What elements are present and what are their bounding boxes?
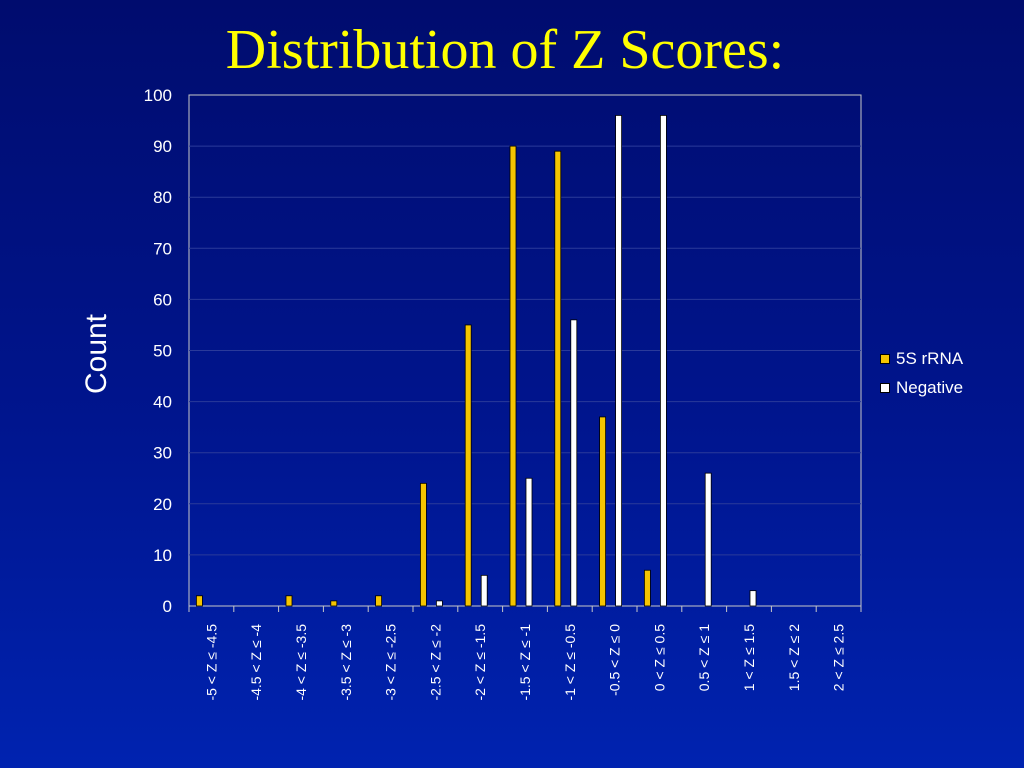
y-tick-label: 40 — [153, 393, 172, 412]
bar-negative — [704, 472, 712, 607]
y-tick-label: 100 — [144, 86, 172, 105]
x-tick-label: 0 < Z ≤ 0.5 — [651, 624, 667, 691]
x-tick-label: -5 < Z ≤ -4.5 — [203, 624, 219, 701]
bar-negative — [480, 574, 488, 607]
x-tick-label: -4.5 < Z ≤ -4 — [248, 624, 264, 701]
bar-5s-rrna — [509, 145, 517, 607]
x-tick-label: -3 < Z ≤ -2.5 — [383, 624, 399, 701]
bar-5s-rrna — [285, 595, 293, 607]
x-tick-label: 2 < Z ≤ 2.5 — [831, 624, 847, 691]
legend-swatch-5s-rrna — [880, 353, 890, 364]
legend-item-5s-rrna: 5S rRNA — [880, 344, 963, 373]
bar-5s-rrna — [644, 569, 651, 607]
gridlines — [189, 145, 861, 556]
y-tick-label: 0 — [163, 597, 172, 616]
x-tick-label: -2 < Z ≤ -1.5 — [472, 624, 488, 701]
bar-negative — [570, 319, 578, 607]
bar-5s-rrna — [195, 595, 203, 607]
y-tick-label: 90 — [153, 137, 172, 156]
y-tick-label: 70 — [153, 239, 172, 258]
y-tick-label: 80 — [153, 188, 172, 207]
slide-title: Distribution of Z Scores: — [225, 19, 785, 81]
bar-negative — [660, 115, 667, 607]
x-tick-label: -3.5 < Z ≤ -3 — [338, 624, 354, 701]
legend-item-negative: Negative — [880, 373, 963, 402]
bar-negative — [435, 600, 443, 607]
legend-swatch-negative — [880, 382, 890, 393]
x-tick-label: -4 < Z ≤ -3.5 — [293, 624, 309, 701]
legend-label-5s-rrna: 5S rRNA — [896, 348, 964, 368]
legend-label-negative: Negative — [896, 377, 964, 397]
y-axis-ticks: 0 10 20 30 40 50 60 70 80 90 100 — [144, 86, 172, 616]
bar-5s-rrna — [464, 324, 472, 607]
x-axis-ticks: -5 < Z ≤ -4.5 -4.5 < Z ≤ -4 -4 < Z ≤ -3.5 -… — [188, 606, 862, 701]
y-tick-label: 50 — [153, 342, 172, 361]
bar-negative — [615, 115, 622, 607]
x-tick-label: 1 < Z ≤ 1.5 — [741, 624, 757, 691]
bar-5s-rrna — [554, 150, 562, 607]
x-tick-label: -0.5 < Z ≤ 0 — [607, 624, 623, 696]
x-tick-label: 0.5 < Z ≤ 1 — [696, 624, 712, 691]
bar-5s-rrna — [419, 482, 427, 607]
x-tick-label: 1.5 < Z ≤ 2 — [786, 624, 802, 691]
bar-negative — [525, 477, 533, 607]
x-tick-label: -2.5 < Z ≤ -2 — [427, 624, 443, 701]
y-tick-label: 10 — [153, 546, 172, 565]
y-tick-label: 60 — [153, 290, 172, 309]
bars — [195, 115, 757, 607]
bar-5s-rrna — [375, 595, 383, 607]
bar-negative — [749, 590, 757, 607]
y-axis-label: Count — [80, 313, 113, 394]
legend: 5S rRNA Negative — [880, 344, 963, 402]
x-tick-label: -1 < Z ≤ -0.5 — [562, 624, 578, 701]
x-tick-label: -1.5 < Z ≤ -1 — [517, 624, 533, 701]
y-tick-label: 30 — [153, 444, 172, 463]
y-tick-label: 20 — [153, 495, 172, 514]
bar-5s-rrna — [330, 600, 338, 607]
bar-5s-rrna — [599, 416, 606, 607]
